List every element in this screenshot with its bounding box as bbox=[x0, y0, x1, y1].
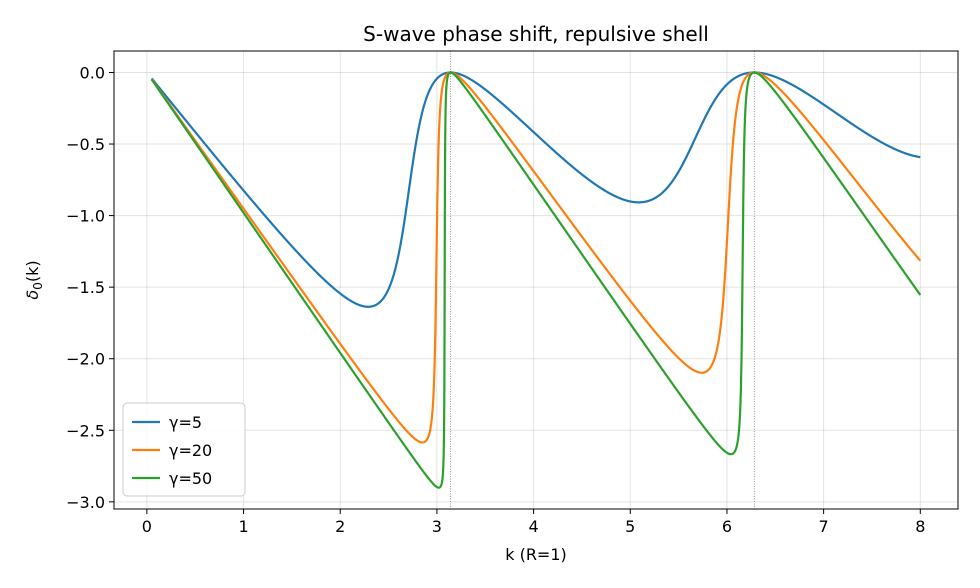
y-axis-label-base: δ bbox=[23, 290, 42, 300]
grid bbox=[114, 51, 958, 509]
series-lines bbox=[150, 71, 922, 489]
y-tick-label: −1.5 bbox=[66, 278, 105, 297]
x-tick-label: 2 bbox=[335, 517, 345, 536]
y-axis-label: δ0(k) bbox=[23, 260, 45, 299]
series-line-3 bbox=[150, 71, 922, 489]
y-axis-label-tail: (k) bbox=[23, 260, 42, 282]
y-axis-ticks: 0.0 −0.5 −1.0 −1.5 −2.0 −2.5 −3.0 bbox=[66, 63, 114, 512]
plot-area bbox=[150, 71, 922, 489]
y-tick-label: −3.0 bbox=[66, 493, 105, 512]
y-tick-label: −0.5 bbox=[66, 135, 105, 154]
x-axis-label: k (R=1) bbox=[505, 545, 567, 564]
x-tick-label: 1 bbox=[238, 517, 248, 536]
x-tick-label: 3 bbox=[432, 517, 442, 536]
legend: γ=5 γ=20 γ=50 bbox=[122, 402, 246, 497]
legend-label-1: γ=5 bbox=[169, 413, 202, 432]
y-tick-label: 0.0 bbox=[80, 63, 105, 82]
x-tick-label: 0 bbox=[142, 517, 152, 536]
series-line-1 bbox=[150, 71, 922, 308]
series-line-2 bbox=[150, 71, 922, 444]
x-tick-label: 4 bbox=[528, 517, 538, 536]
y-tick-label: −2.5 bbox=[66, 421, 105, 440]
legend-label-3: γ=50 bbox=[169, 469, 212, 488]
y-tick-label: −2.0 bbox=[66, 350, 105, 369]
y-tick-label: −1.0 bbox=[66, 207, 105, 226]
legend-label-2: γ=20 bbox=[169, 441, 212, 460]
x-tick-label: 5 bbox=[625, 517, 635, 536]
x-tick-label: 7 bbox=[819, 517, 829, 536]
chart-title: S-wave phase shift, repulsive shell bbox=[363, 22, 709, 46]
y-axis-label-subscript: 0 bbox=[31, 282, 45, 290]
x-tick-label: 8 bbox=[915, 517, 925, 536]
x-axis-ticks: 0 1 2 3 4 5 6 7 8 bbox=[142, 509, 925, 536]
legend-box bbox=[122, 402, 246, 497]
axes-frame bbox=[113, 50, 959, 510]
x-tick-label: 6 bbox=[722, 517, 732, 536]
